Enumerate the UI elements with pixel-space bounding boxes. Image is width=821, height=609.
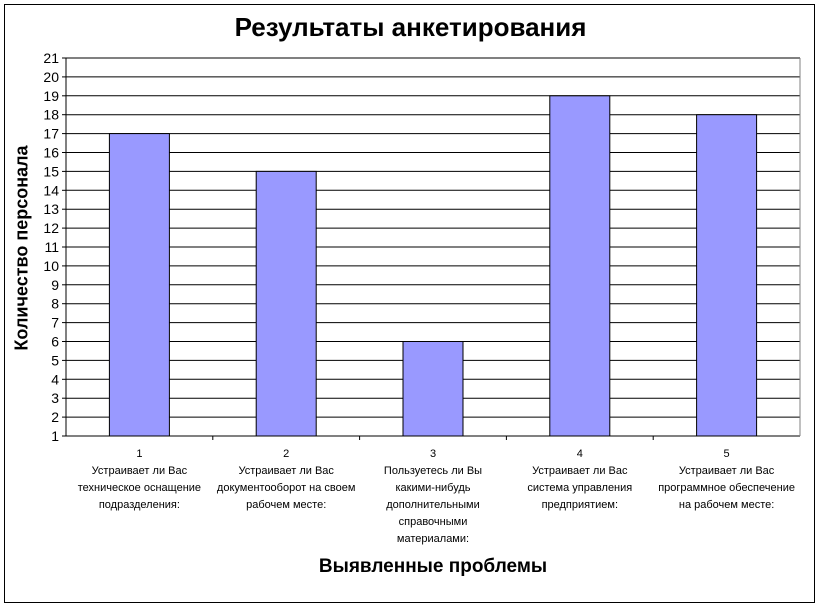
x-tick-label-1: 1 <box>136 448 142 460</box>
y-tick-label-16: 16 <box>43 145 59 161</box>
x-tick-label-5: 5 <box>724 448 730 460</box>
y-tick-label-3: 3 <box>51 390 59 406</box>
y-tick-label-7: 7 <box>51 315 59 331</box>
y-tick-label-12: 12 <box>43 220 59 236</box>
y-tick-label-2: 2 <box>51 409 59 425</box>
y-tick-label-5: 5 <box>51 352 59 368</box>
y-tick-label-1: 1 <box>51 428 59 444</box>
y-tick-label-21: 21 <box>43 50 59 66</box>
x-tick-label-4: 4 <box>577 448 583 460</box>
category-description-1: Устраивает ли Вас техническое оснащение … <box>77 465 202 511</box>
chart-title: Результаты анкетирования <box>234 12 587 42</box>
bar-2 <box>255 170 317 437</box>
category-description-5: Устраивает ли Вас программное обеспечени… <box>658 465 795 511</box>
y-tick-label-17: 17 <box>43 126 59 142</box>
y-tick-label-20: 20 <box>43 69 59 85</box>
y-tick-label-6: 6 <box>51 334 59 350</box>
category-description-2: Устраивает ли Вас документооборот на сво… <box>216 465 356 511</box>
x-tick-label-3: 3 <box>430 448 436 460</box>
x-axis-label: Выявленные проблемы <box>318 556 548 577</box>
category-description-3: Пользуетесь ли Вы какими-нибудь дополнит… <box>383 465 483 545</box>
category-description-4: Устраивает ли Вас система управления пре… <box>527 465 633 511</box>
y-tick-label-10: 10 <box>43 258 59 274</box>
bar-4 <box>549 95 611 437</box>
x-tick-label-2: 2 <box>283 448 289 460</box>
y-tick-label-8: 8 <box>51 296 59 312</box>
y-tick-label-18: 18 <box>43 107 59 123</box>
bar-3 <box>402 341 464 437</box>
y-tick-label-14: 14 <box>43 182 59 198</box>
y-tick-label-11: 11 <box>44 239 59 255</box>
y-tick-label-19: 19 <box>43 88 59 104</box>
bar-1 <box>108 133 170 437</box>
y-tick-label-15: 15 <box>43 163 59 179</box>
y-tick-label-13: 13 <box>43 201 59 217</box>
y-tick-label-4: 4 <box>51 371 59 387</box>
bar-5 <box>696 114 758 437</box>
y-tick-label-9: 9 <box>51 277 59 293</box>
